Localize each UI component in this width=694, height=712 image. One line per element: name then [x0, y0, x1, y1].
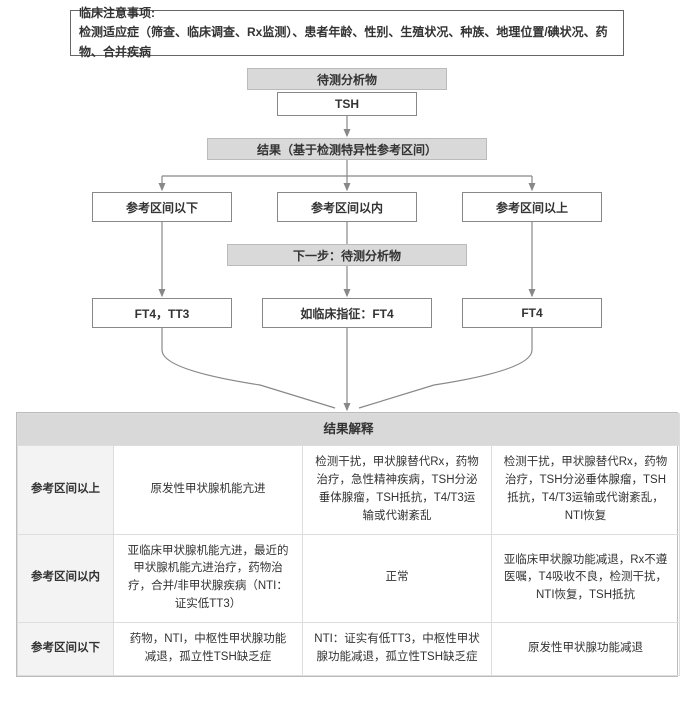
node-above-ref-label: 参考区间以上 [496, 199, 568, 216]
table-cell: NTI：证实有低TT3，中枢性甲状腺功能减退，孤立性TSH缺乏症 [303, 622, 492, 675]
table-row: 参考区间以内 亚临床甲状腺机能亢进，最近的甲状腺机能亢进治疗，药物治疗，合并/非… [18, 534, 680, 622]
node-above-ref: 参考区间以上 [462, 192, 602, 222]
node-tsh: TSH [277, 92, 417, 116]
table-title-row: 结果解释 [18, 414, 680, 446]
row-label: 参考区间以上 [18, 446, 114, 534]
results-table-wrap: 结果解释 参考区间以上 原发性甲状腺机能亢进 检测干扰，甲状腺替代Rx，药物治疗… [16, 412, 678, 677]
clinical-notes-box: 临床注意事项: 检测适应症（筛查、临床调查、Rx监测）、患者年龄、性别、生殖状况… [70, 10, 624, 56]
node-tsh-label: TSH [335, 97, 359, 111]
bar-results-label: 结果（基于检测特异性参考区间） [257, 141, 437, 158]
node-ft4-clinical: 如临床指征：FT4 [262, 298, 432, 328]
bar-results: 结果（基于检测特异性参考区间） [207, 138, 487, 160]
table-cell: 检测干扰，甲状腺替代Rx，药物治疗，急性精神疾病，TSH分泌垂体腺瘤，TSH抵抗… [303, 446, 492, 534]
table-cell: 正常 [303, 534, 492, 622]
clinical-notes-body: 检测适应症（筛查、临床调查、Rx监测）、患者年龄、性别、生殖状况、种族、地理位置… [79, 23, 615, 61]
node-ft4-tt3: FT4，TT3 [92, 298, 232, 328]
table-cell: 药物，NTI，中枢性甲状腺功能减退，孤立性TSH缺乏症 [114, 622, 303, 675]
node-below-ref: 参考区间以下 [92, 192, 232, 222]
node-ft4: FT4 [462, 298, 602, 328]
bar-next-step-label: 下一步：待测分析物 [293, 247, 401, 264]
table-cell: 原发性甲状腺功能减退 [492, 622, 680, 675]
table-row: 参考区间以下 药物，NTI，中枢性甲状腺功能减退，孤立性TSH缺乏症 NTI：证… [18, 622, 680, 675]
flowchart-container: 临床注意事项: 检测适应症（筛查、临床调查、Rx监测）、患者年龄、性别、生殖状况… [10, 10, 684, 702]
bar-next-step: 下一步：待测分析物 [227, 244, 467, 266]
table-cell: 检测干扰，甲状腺替代Rx，药物治疗，TSH分泌垂体腺瘤，TSH抵抗，T4/T3运… [492, 446, 680, 534]
table-cell: 亚临床甲状腺机能亢进，最近的甲状腺机能亢进治疗，药物治疗，合并/非甲状腺疾病（N… [114, 534, 303, 622]
results-table: 结果解释 参考区间以上 原发性甲状腺机能亢进 检测干扰，甲状腺替代Rx，药物治疗… [17, 413, 680, 676]
clinical-notes-title: 临床注意事项: [79, 4, 615, 23]
row-label: 参考区间以内 [18, 534, 114, 622]
table-row: 参考区间以上 原发性甲状腺机能亢进 检测干扰，甲状腺替代Rx，药物治疗，急性精神… [18, 446, 680, 534]
table-cell: 原发性甲状腺机能亢进 [114, 446, 303, 534]
row-label: 参考区间以下 [18, 622, 114, 675]
bar-analytes: 待测分析物 [247, 68, 447, 90]
table-title: 结果解释 [18, 414, 680, 446]
table-cell: 亚临床甲状腺功能减退，Rx不遵医嘱，T4吸收不良，检测干扰，NTI恢复，TSH抵… [492, 534, 680, 622]
node-ft4-clinical-label: 如临床指征：FT4 [300, 305, 393, 322]
bar-analytes-label: 待测分析物 [317, 71, 377, 88]
node-within-ref-label: 参考区间以内 [311, 199, 383, 216]
node-below-ref-label: 参考区间以下 [126, 199, 198, 216]
node-ft4-tt3-label: FT4，TT3 [135, 305, 190, 322]
node-ft4-label: FT4 [521, 306, 542, 320]
node-within-ref: 参考区间以内 [277, 192, 417, 222]
